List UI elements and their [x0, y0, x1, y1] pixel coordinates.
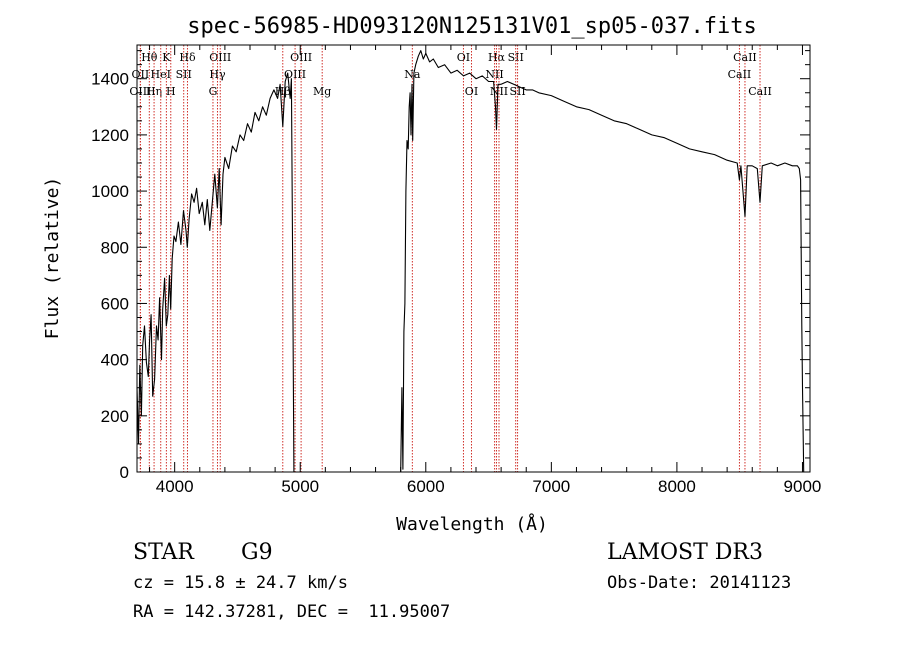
coordinates: RA = 142.37281, DEC = 11.95007 [133, 602, 451, 622]
subclass: G9 [241, 540, 273, 565]
line-marker-label-24: CaII [733, 51, 757, 64]
y-tick-label-200: 200 [101, 407, 129, 426]
redshift-velocity: cz = 15.8 ± 24.7 km/s [133, 573, 348, 593]
x-tick-label-6000: 6000 [407, 477, 445, 496]
chart-title: spec-56985-HD093120N125131V01_sp05-037.f… [187, 14, 757, 39]
object-class: STAR [133, 540, 194, 565]
x-tick-label-8000: 8000 [658, 477, 696, 496]
line-marker-label-16: Na [404, 68, 421, 81]
series-layer [136, 50, 805, 473]
x-axis-label: Wavelength (Å) [396, 513, 548, 535]
x-tick-label-5000: 5000 [281, 477, 319, 496]
line-marker-label-22: NII [490, 85, 508, 98]
y-tick-label-600: 600 [101, 294, 129, 313]
line-marker-label-7: SII [176, 68, 192, 81]
y-tick-label-1400: 1400 [91, 70, 129, 89]
line-marker-label-12: Hβ [275, 85, 291, 98]
line-marker-label-18: OI [465, 85, 478, 98]
series-line-flux [136, 50, 805, 473]
line-marker-label-19: Hα [488, 51, 506, 64]
line-marker-label-10: Hγ [209, 68, 226, 81]
y-axis-label: Flux (relative) [42, 177, 63, 340]
line-marker-label-8: Hδ [179, 51, 196, 64]
line-marker-label-14: OIII [284, 68, 306, 81]
line-marker-label-26: CaII [748, 85, 772, 98]
line-marker-label-15: Mg [313, 85, 331, 98]
x-tick-label-9000: 9000 [784, 477, 822, 496]
y-tick-label-1200: 1200 [91, 126, 129, 145]
x-tick-label-7000: 7000 [532, 477, 570, 496]
survey-name: LAMOST DR3 [607, 540, 763, 565]
line-marker-label-20: SII [508, 51, 524, 64]
line-marker-label-23: SII [509, 85, 525, 98]
line-marker-label-4: HeI [151, 68, 171, 81]
line-marker-label-2: OIII [129, 85, 151, 98]
y-tick-label-0: 0 [120, 463, 129, 482]
observation-date: Obs-Date: 20141123 [607, 573, 792, 593]
line-marker-label-9: OIII [209, 51, 231, 64]
x-tick-label-4000: 4000 [156, 477, 194, 496]
line-marker-label-6: H [166, 85, 176, 98]
line-marker-label-5: K [162, 51, 171, 64]
line-marker-label-13: OIII [290, 51, 312, 64]
line-marker-label-17: OI [457, 51, 470, 64]
line-marker-label-11: G [209, 85, 218, 98]
axis-layer: 4000 5000 6000 7000 8000 9000 0 200 400 600 800 100… [91, 44, 822, 496]
y-tick-label-800: 800 [101, 238, 129, 257]
line-marker-label-21: NII [485, 68, 503, 81]
line-marker-label-3: Hη [146, 85, 162, 98]
y-tick-label-400: 400 [101, 351, 129, 370]
line-marker-label-25: CaII [728, 68, 752, 81]
line-marker-label-0: Hθ [141, 51, 158, 64]
line-marker-label-1: OII [132, 68, 150, 81]
plot-frame [136, 44, 811, 473]
y-tick-label-1000: 1000 [91, 182, 129, 201]
